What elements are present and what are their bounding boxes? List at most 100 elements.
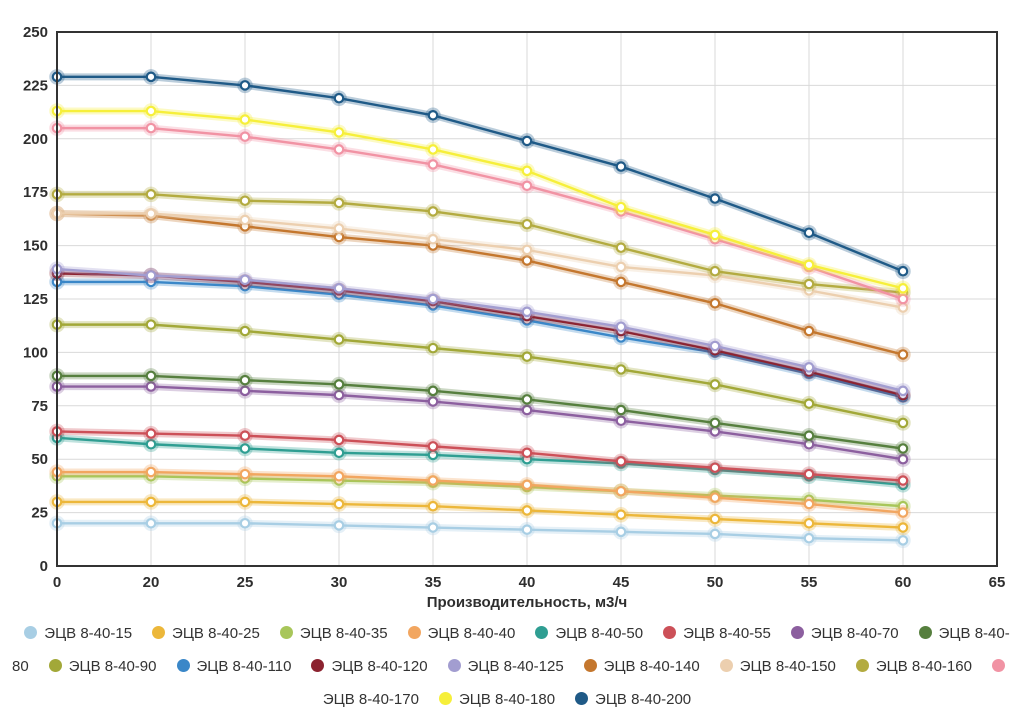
legend-item: ЭЦВ 8-40-160 xyxy=(855,658,972,675)
marker-halo xyxy=(613,402,629,418)
marker-halo xyxy=(801,530,817,546)
data-point-marker xyxy=(521,255,533,266)
legend-marker xyxy=(176,659,190,672)
marker-halo xyxy=(237,427,253,444)
data-point-marker xyxy=(333,223,345,234)
data-point-marker xyxy=(427,475,439,486)
data-point-marker xyxy=(803,259,815,271)
marker-halo xyxy=(707,263,723,279)
legend-item: ЭЦВ 8-40-50 xyxy=(535,625,643,642)
series-ЭЦВ 8-40-15 xyxy=(49,515,911,549)
data-point-marker xyxy=(239,374,251,386)
data-point-marker xyxy=(145,208,157,219)
legend-marker xyxy=(855,659,869,672)
legend-item: ЭЦВ 8-40-40 xyxy=(407,625,515,642)
series-ЭЦВ 8-40-200 xyxy=(49,69,911,279)
legend-item: ЭЦВ 8-40-15 xyxy=(24,625,132,642)
legend-label: ЭЦВ 8-40-80 xyxy=(12,625,1010,675)
legend-item: ЭЦВ 8-40-90 xyxy=(48,658,157,675)
data-point-marker xyxy=(803,517,815,529)
data-point-marker xyxy=(803,278,815,290)
series-ЭЦВ 8-40-140 xyxy=(49,205,911,363)
legend-label: ЭЦВ 8-40-140 xyxy=(603,658,700,675)
legend-label: ЭЦВ 8-40-110 xyxy=(196,658,292,675)
data-point-marker xyxy=(709,417,721,429)
series-ЭЦВ 8-40-80 xyxy=(49,368,911,457)
marker-halo xyxy=(895,383,911,399)
data-point-marker xyxy=(427,159,439,170)
series-line xyxy=(57,109,904,290)
marker-halo xyxy=(143,69,159,85)
data-point-marker xyxy=(239,214,251,226)
marker-halo xyxy=(331,280,347,297)
series-line xyxy=(56,267,904,393)
marker-halo xyxy=(895,504,911,521)
marker-halo xyxy=(237,323,253,339)
legend-label: ЭЦВ 8-40-70 xyxy=(810,625,899,642)
data-point-marker xyxy=(145,466,157,478)
data-point-marker xyxy=(333,144,345,155)
data-point-marker xyxy=(239,385,251,397)
data-point-marker xyxy=(521,447,533,459)
data-point-marker xyxy=(615,509,627,521)
data-point-marker xyxy=(427,110,439,121)
marker-halo xyxy=(425,156,441,173)
data-point-marker xyxy=(333,447,345,459)
data-point-marker xyxy=(333,197,345,209)
data-point-marker xyxy=(239,517,251,529)
x-tick-label: 45 xyxy=(613,574,630,591)
x-tick-label: 55 xyxy=(801,574,818,591)
series-ЭЦВ 8-40-125 xyxy=(49,261,911,399)
marker-halo xyxy=(707,295,723,312)
marker-halo xyxy=(613,361,629,378)
data-point-marker xyxy=(521,524,533,535)
marker-halo xyxy=(707,376,723,393)
marker-halo xyxy=(237,128,253,145)
data-point-marker xyxy=(427,396,439,407)
data-point-marker xyxy=(615,261,627,273)
data-point-marker xyxy=(615,242,627,254)
marker-halo xyxy=(801,496,817,512)
marker-halo xyxy=(425,472,441,489)
marker-halo xyxy=(895,532,911,549)
series-line xyxy=(57,475,904,508)
x-axis-title: Производительность, м3/ч xyxy=(426,594,628,611)
marker-halo xyxy=(425,291,441,307)
data-point-marker xyxy=(521,306,533,318)
marker-halo xyxy=(895,280,911,297)
x-tick-label: 65 xyxy=(989,574,1006,591)
data-point-marker xyxy=(145,319,157,330)
marker-halo xyxy=(237,372,253,388)
x-tick-label: 40 xyxy=(519,574,536,591)
legend-label: ЭЦВ 8-40-50 xyxy=(555,625,644,642)
data-point-marker xyxy=(709,379,721,390)
series-line xyxy=(57,280,904,399)
marker-halo xyxy=(519,242,535,258)
legend-marker xyxy=(438,692,452,705)
legend-item: ЭЦВ 8-40-55 xyxy=(663,625,771,642)
marker-halo xyxy=(425,231,441,247)
legend-label: ЭЦВ 8-40-15 xyxy=(44,625,133,642)
data-point-marker xyxy=(897,417,909,429)
legend-label: ЭЦВ 8-40-180 xyxy=(458,691,556,708)
legend-label: ЭЦВ 8-40-35 xyxy=(299,625,388,642)
series-ЭЦВ 8-40-170 xyxy=(49,120,911,307)
data-point-marker xyxy=(897,265,909,277)
marker-halo xyxy=(519,163,535,179)
series-line xyxy=(57,212,904,309)
marker-halo xyxy=(331,376,347,393)
legend-marker xyxy=(663,626,677,639)
legend-label: ЭЦВ 8-40-120 xyxy=(331,658,428,675)
marker-halo xyxy=(331,331,347,348)
data-point-marker xyxy=(803,430,815,442)
data-point-marker xyxy=(239,131,251,142)
data-point-marker xyxy=(521,218,533,230)
marker-halo xyxy=(801,323,817,339)
series-line xyxy=(56,430,904,482)
x-tick-label: 30 xyxy=(331,574,348,591)
marker-halo xyxy=(331,445,347,461)
data-point-marker xyxy=(521,180,533,192)
marker-halo xyxy=(425,107,441,124)
data-point-marker xyxy=(709,297,721,309)
marker-halo xyxy=(143,120,159,136)
